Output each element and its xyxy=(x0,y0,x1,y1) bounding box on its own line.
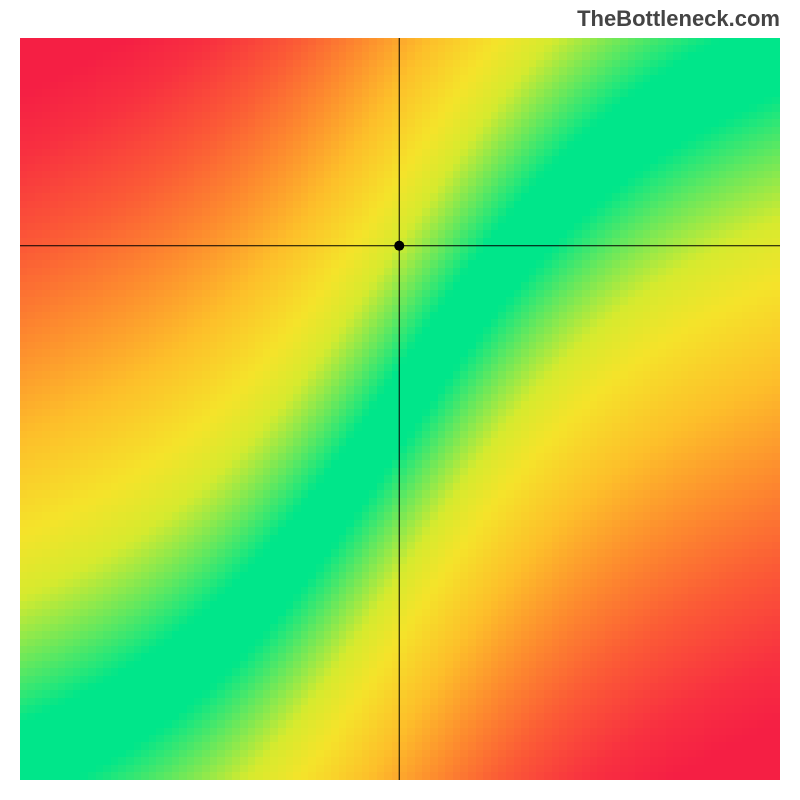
bottleneck-heatmap xyxy=(20,38,780,780)
heatmap-canvas xyxy=(20,38,780,780)
watermark-text: TheBottleneck.com xyxy=(577,6,780,32)
